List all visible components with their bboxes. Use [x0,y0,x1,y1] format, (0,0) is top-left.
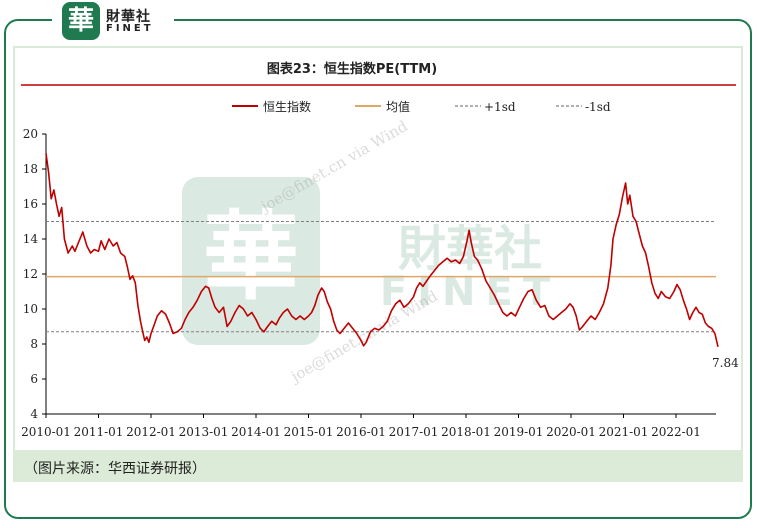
legend-label-plus-sd: +1sd [484,100,516,114]
x-tick-label: 2010-01 [21,425,71,439]
x-tick-label: 2017-01 [389,425,439,439]
end-value-label: 7.84 [712,356,739,370]
y-tick-label: 16 [23,197,38,211]
legend-label-mean: 均值 [386,99,410,114]
x-tick-label: 2012-01 [126,425,176,439]
x-tick-label: 2018-01 [441,425,491,439]
y-tick-label: 10 [23,302,38,316]
y-tick-label: 20 [23,127,38,141]
legend-item-mean: 均值 [355,99,410,114]
y-axis-ticks: 4 6 8 10 12 14 16 18 20 [23,127,46,421]
watermark-diag-1: joe@finet.cn via Wind [256,117,411,217]
brand-name-cn: 財華社 [106,9,151,25]
x-tick-label: 2015-01 [284,425,334,439]
x-tick-label: 2022-01 [651,425,701,439]
legend-label-hsi: 恒生指数 [263,99,311,114]
x-tick-label: 2021-01 [599,425,649,439]
watermark-text-cn: 財華社 [398,221,542,277]
x-tick-label: 2014-01 [231,425,281,439]
chart-panel [13,46,743,482]
y-tick-label: 6 [30,372,38,386]
x-tick-label: 2016-01 [336,425,386,439]
y-tick-label: 18 [23,162,38,176]
reference-lines [46,221,716,333]
series-line-hsi [45,153,719,347]
legend-item-hsi: 恒生指数 [232,99,311,114]
brand-name-en: FINET [106,23,154,34]
watermark-seal-char: 華 [203,200,299,313]
brand-logo-seal: 華 [62,2,100,40]
y-tick-label: 8 [30,337,38,351]
legend-label-minus-sd: -1sd [585,100,611,114]
watermark-seal [182,177,320,345]
source-note: （图片来源：华西证券研报） [24,461,206,477]
x-axis-ticks: 2010-01 2011-01 2012-01 2013-01 2014-01 2015-… [21,414,701,439]
legend-item-minus-sd: -1sd [556,100,611,114]
y-tick-label: 12 [23,267,38,281]
legend: 恒生指数 均值 +1sd -1sd [232,99,611,114]
caption-band [13,450,743,482]
watermark: 華 財華社 FINET [182,177,550,345]
chart-title: 图表23：恒生指数PE(TTM) [267,61,437,77]
x-tick-label: 2011-01 [74,425,124,439]
y-tick-label: 14 [23,232,39,246]
y-tick-label: 4 [30,407,38,421]
x-tick-label: 2019-01 [494,425,544,439]
x-tick-label: 2020-01 [546,425,596,439]
legend-item-plus-sd: +1sd [455,100,516,114]
x-tick-label: 2013-01 [179,425,229,439]
